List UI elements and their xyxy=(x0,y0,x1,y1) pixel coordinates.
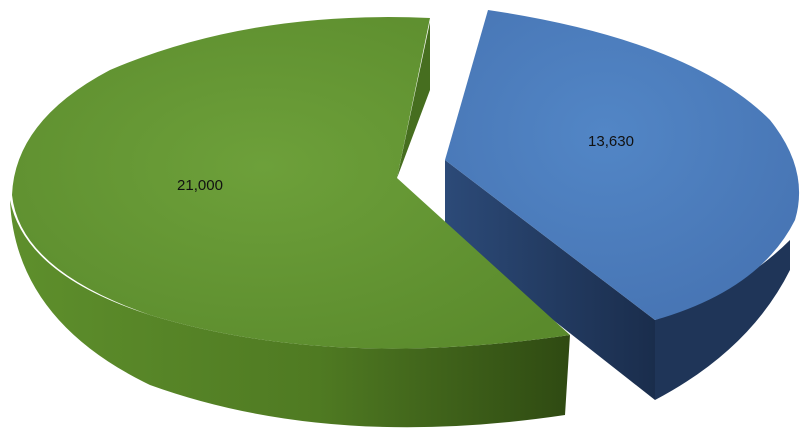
data-label-13630: 13,630 xyxy=(588,133,634,150)
pie-slice-13630-inner-side xyxy=(445,160,655,400)
pie-slice-13630 xyxy=(445,10,800,400)
pie-slice-13630-side xyxy=(655,240,790,400)
pie-slice-21000-top xyxy=(12,17,570,349)
pie-slice-13630-top xyxy=(445,10,800,320)
pie-slice-21000-side xyxy=(10,200,570,428)
pie-slice-21000-inner-side xyxy=(397,22,430,178)
pie-slice-21000 xyxy=(10,17,570,428)
data-label-21000: 21,000 xyxy=(177,177,223,194)
